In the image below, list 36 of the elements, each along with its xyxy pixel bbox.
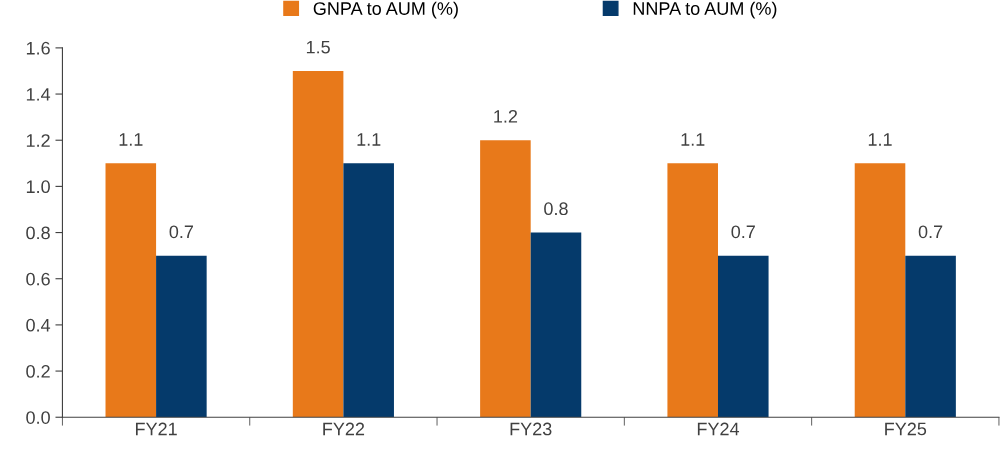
x-tick-label: FY23 [510, 422, 552, 436]
data-label: 0.7 [731, 225, 755, 239]
bar [480, 140, 531, 418]
data-label: 1.2 [494, 109, 518, 123]
y-tick-label: 1.2 [26, 134, 50, 147]
legend-label: NNPA to AUM (%) [633, 1, 777, 19]
bar [292, 70, 344, 418]
data-label: 1.1 [681, 133, 705, 146]
data-label: 0.8 [544, 202, 568, 216]
bar [667, 163, 718, 418]
bar [717, 255, 769, 418]
data-label: 1.1 [357, 133, 381, 146]
y-tick-label: 0.0 [26, 411, 50, 424]
bar [530, 232, 582, 418]
y-tick-label: 0.4 [26, 318, 51, 332]
y-tick-label: 1.4 [26, 88, 51, 101]
bar [905, 255, 956, 418]
bar [156, 255, 207, 418]
x-tick-label: FY22 [323, 422, 365, 436]
legend-label: GNPA to AUM (%) [313, 1, 458, 19]
bar [105, 163, 157, 418]
data-label: 1.5 [306, 40, 330, 54]
y-tick-label: 0.8 [26, 226, 50, 240]
data-label: 1.1 [868, 133, 892, 146]
data-label: 0.7 [169, 225, 194, 239]
y-tick-label: 1.0 [26, 180, 50, 194]
data-label: 0.7 [918, 225, 943, 239]
data-label: 1.1 [119, 133, 143, 146]
y-tick-label: 1.6 [26, 41, 50, 55]
x-tick-label: FY25 [885, 422, 927, 436]
bar [343, 163, 394, 418]
bar [854, 163, 906, 418]
y-tick-label: 0.2 [26, 365, 50, 378]
x-tick-label: FY24 [697, 422, 740, 436]
x-tick-label: FY21 [135, 422, 177, 436]
y-tick-label: 0.6 [26, 272, 50, 286]
